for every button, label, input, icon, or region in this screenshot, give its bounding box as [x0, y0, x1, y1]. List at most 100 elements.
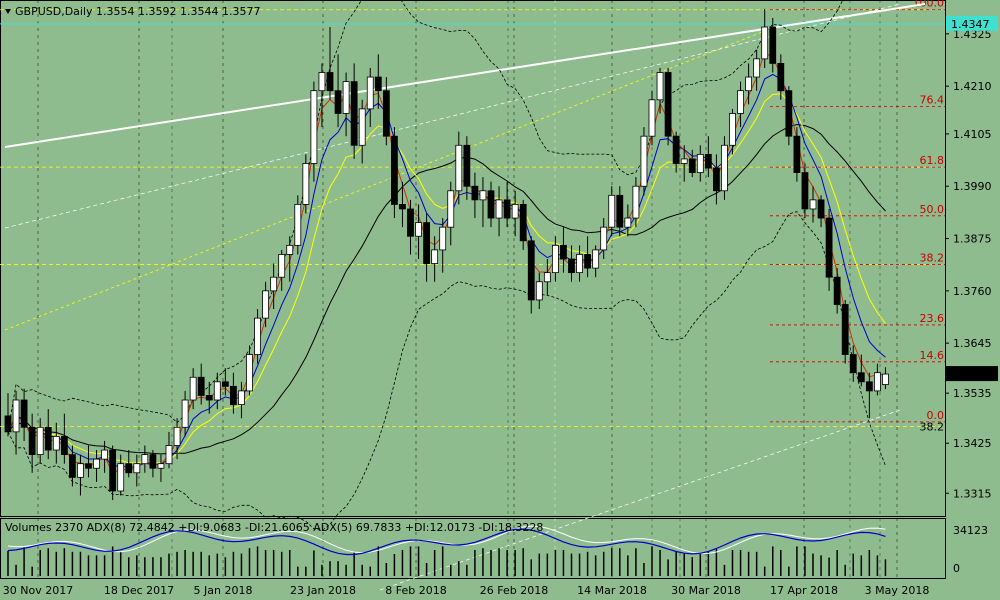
candle-bull	[181, 399, 189, 428]
candle-bull	[447, 190, 455, 228]
candle-bear	[407, 208, 414, 237]
candle-bull	[455, 144, 463, 192]
time-tick-label: 23 Jan 2018	[290, 584, 356, 597]
candle-bear	[334, 90, 342, 114]
candle-bull	[648, 99, 656, 137]
candle-bull	[737, 90, 744, 114]
candle-bull	[302, 163, 310, 205]
fib-label: 61.8	[920, 154, 945, 167]
price-tick-label: 1.3645	[953, 337, 992, 350]
candle-bear	[390, 135, 398, 205]
candle-bear	[841, 304, 849, 355]
time-axis: 30 Nov 2017 18 Dec 2017 5 Jan 2018 23 Jan 2…	[3, 584, 930, 597]
candle-bear	[60, 435, 68, 455]
candle-bull	[117, 463, 125, 492]
candle-bear	[584, 254, 591, 269]
candle-bull	[262, 290, 270, 319]
time-tick-label: 26 Feb 2018	[480, 584, 548, 597]
candle-bear	[125, 463, 133, 474]
candle-bear	[423, 222, 431, 264]
candle-bear	[801, 172, 809, 210]
candle-bear	[616, 194, 624, 228]
fib-label: 23.6	[920, 312, 945, 325]
candle-bull	[294, 204, 302, 246]
candle-bear	[777, 63, 785, 92]
candle-bear	[519, 204, 527, 242]
price-tick-label: 1.3760	[953, 285, 992, 298]
candle-bear	[713, 167, 720, 192]
candle-bear	[817, 199, 825, 219]
candle-bear	[560, 244, 567, 260]
candle-bull	[632, 185, 640, 219]
candle-bull	[479, 190, 487, 201]
candle-bear	[664, 72, 672, 137]
indicator-label: Volumes 2370 ADX(8) 72.4842 +DI:9.0683 -…	[5, 521, 543, 534]
candle-bear	[326, 72, 334, 92]
candle-bull	[721, 144, 728, 192]
candle-bull	[366, 76, 374, 110]
candle-bull	[624, 217, 632, 228]
candle-bull	[640, 135, 648, 187]
candle-bull	[254, 317, 261, 355]
candle-bear	[149, 454, 157, 469]
price-tick-label: 1.4325	[953, 28, 992, 41]
fib-label: 50.0	[920, 203, 945, 216]
indicator-pane: 34123 0	[7, 524, 988, 576]
candle-bull	[495, 199, 503, 219]
candle-bull	[12, 399, 20, 433]
candle-bull	[415, 222, 422, 237]
candle-bear	[487, 190, 495, 219]
price-tick-label: 1.3535	[953, 387, 992, 400]
candle-bear	[857, 372, 865, 383]
candle-bull	[753, 58, 761, 78]
candle-bull	[101, 449, 108, 460]
candle-bear	[229, 385, 237, 405]
candle-bull	[342, 81, 350, 114]
candle-bull	[576, 254, 583, 274]
price-tick-label: 1.3425	[953, 437, 992, 450]
dropdown-triangle-icon[interactable]	[5, 9, 11, 14]
candle-bear	[463, 144, 471, 187]
candle-bear	[825, 217, 833, 278]
candle-bull	[77, 463, 84, 478]
price-tick-label: 1.3990	[953, 180, 992, 193]
price-tick-label: 1.3315	[953, 487, 992, 500]
candle-bull	[882, 373, 889, 385]
time-tick-label: 30 Nov 2017	[3, 584, 73, 597]
candle-bear	[109, 449, 117, 492]
time-tick-label: 3 May 2018	[865, 584, 930, 597]
fib-label: 14.6	[920, 349, 945, 362]
time-tick-label: 5 Jan 2018	[194, 584, 253, 597]
candle-bull	[157, 463, 165, 469]
candle-bear	[568, 258, 575, 274]
candle-bull	[745, 76, 752, 92]
fib-label: 0.0	[927, 409, 945, 422]
candle-bull	[318, 72, 326, 92]
candle-bear	[399, 204, 406, 210]
candle-bull	[535, 281, 543, 301]
adx-line-blue	[7, 528, 886, 556]
candle-bull	[592, 249, 600, 269]
candle-bear	[833, 276, 841, 305]
candle-bear	[28, 426, 36, 455]
fib-label: 100.0	[913, 0, 945, 10]
candle-bear	[20, 399, 28, 428]
fibonacci-levels: 100.076.461.850.038.223.614.60.038.2	[0, 0, 945, 433]
candle-bull	[286, 244, 294, 255]
cyan-price-label: 1.4347	[951, 18, 990, 31]
candle-bull	[680, 158, 688, 164]
candle-bull	[270, 276, 278, 292]
candle-bull	[874, 372, 881, 392]
time-tick-label: 14 Mar 2018	[577, 584, 647, 597]
candle-bear	[793, 135, 801, 173]
candle-bull	[431, 249, 439, 264]
candle-bull	[696, 153, 704, 173]
time-tick-label: 30 Mar 2018	[671, 584, 741, 597]
current-price-label: 1.3577	[954, 368, 993, 381]
main-pane-border	[0, 0, 946, 517]
candle-bull	[141, 454, 149, 465]
candle-bear	[44, 426, 52, 451]
candle-bull	[165, 445, 173, 465]
